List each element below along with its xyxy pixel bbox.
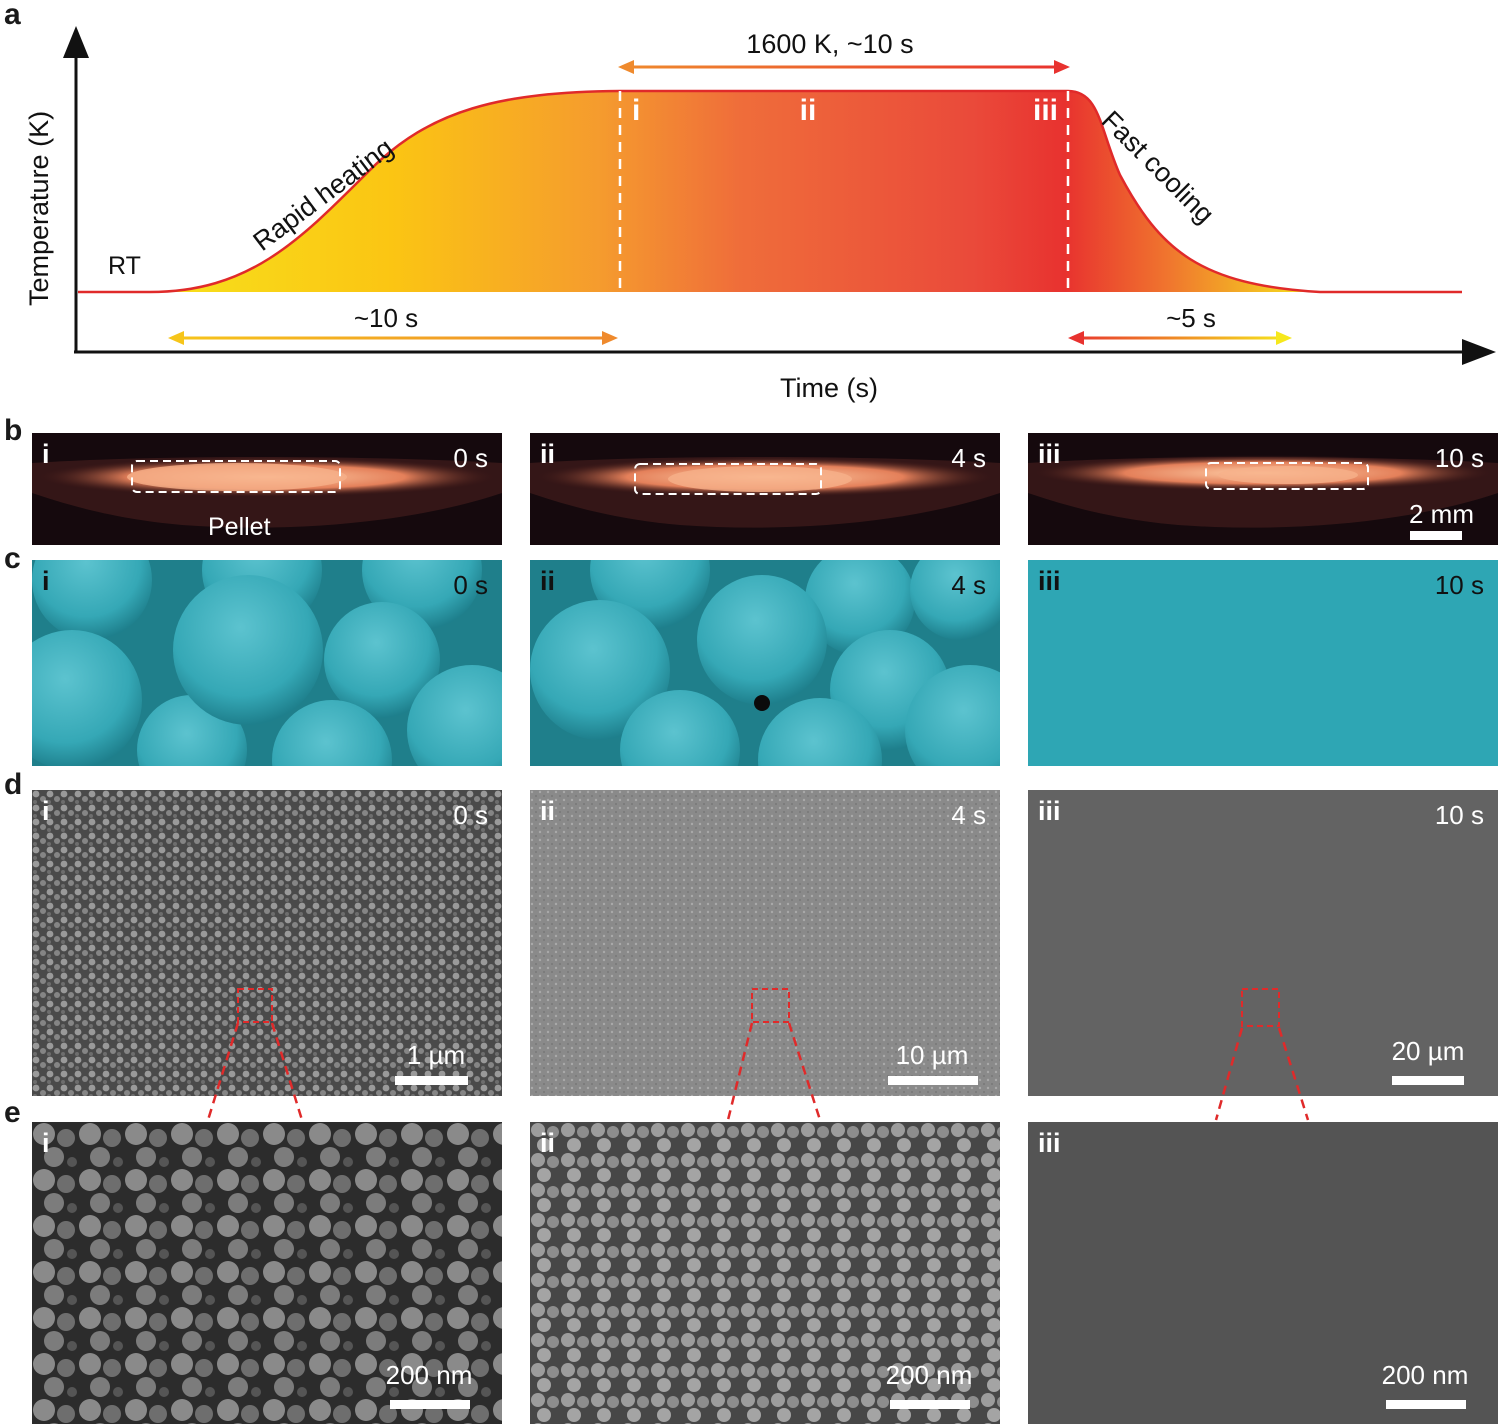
- x-axis-label: Time (s): [780, 373, 878, 403]
- pellet-ii-roman: ii: [540, 439, 556, 469]
- sem-i-time: 0 s: [453, 800, 488, 830]
- plateau-label: 1600 K, ~10 s: [746, 29, 913, 59]
- sem-ii-time: 4 s: [951, 800, 986, 830]
- pellet-image-iii: iii 10 s 2 mm: [1028, 433, 1498, 545]
- sem-i-scale-label: 1 µm: [406, 1040, 466, 1070]
- schematic-iii-roman: iii: [1038, 566, 1061, 596]
- schematic-i-roman: i: [42, 566, 50, 596]
- schematic-ii-time: 4 s: [951, 570, 986, 600]
- zoom-sem-image-ii: ii 200 nm: [530, 1122, 1000, 1424]
- pellet-i-time: 0 s: [453, 443, 488, 473]
- sem-image-ii: ii 4 s 10 µm: [530, 790, 1000, 1096]
- zoom-sem-ii-roman: ii: [540, 1128, 556, 1158]
- pellet-image-ii: ii 4 s: [530, 433, 1000, 545]
- particle-schematic-ii: ii 4 s: [530, 560, 1000, 766]
- sem-iii-scale-label: 20 µm: [1391, 1036, 1465, 1066]
- pellet-i-roman: i: [42, 439, 50, 469]
- zoom-sem-iii-roman: iii: [1038, 1128, 1061, 1158]
- panel-letter-d: d: [4, 768, 23, 801]
- sem-ii-scale-label: 10 µm: [895, 1040, 969, 1070]
- pellet-ii-time: 4 s: [951, 443, 986, 473]
- panel-letter-c: c: [4, 542, 21, 575]
- sem-ii-roman: ii: [540, 796, 556, 826]
- temperature-area: [150, 91, 1320, 292]
- zoom-sem-i-roman: i: [42, 1128, 50, 1158]
- panel-letter-a: a: [4, 0, 21, 31]
- y-axis-label: Temperature (K): [24, 111, 54, 306]
- pellet-image-i: i 0 s Pellet: [32, 433, 502, 545]
- zoom-sem-iii-scale-bar: [1386, 1400, 1466, 1409]
- zoom-connectors: [206, 1022, 1310, 1121]
- sem-iii-scale-bar: [1392, 1076, 1464, 1085]
- plateau-duration-arrow: [618, 60, 1070, 74]
- sem-image-iii: iii 10 s 20 µm: [1028, 790, 1498, 1096]
- sem-image-i: i 0 s 1 µm: [32, 790, 502, 1096]
- zoom-sem-ii-scale-bar: [890, 1400, 970, 1409]
- x-axis-arrowhead: [1462, 339, 1496, 365]
- stage-iii-label: iii: [1033, 94, 1058, 127]
- zoom-sem-i-scale-label: 200 nm: [385, 1360, 473, 1390]
- zoom-sem-iii-scale-label: 200 nm: [1381, 1360, 1469, 1390]
- pellet-scale-bar: [1410, 531, 1462, 540]
- sem-i-scale-bar: [395, 1076, 468, 1085]
- pellet-iii-time: 10 s: [1434, 443, 1484, 473]
- sem-iii-roman: iii: [1038, 796, 1061, 826]
- cool-duration-arrow: [1068, 331, 1292, 345]
- pellet-label: Pellet: [208, 513, 271, 541]
- heat-duration-label: ~10 s: [354, 303, 418, 333]
- pellet-scale-label: 2 mm: [1409, 499, 1474, 529]
- stage-ii-label: ii: [800, 94, 817, 127]
- pellet-iii-roman: iii: [1038, 439, 1061, 469]
- schematic-iii-time: 10 s: [1434, 570, 1484, 600]
- particle-schematic-iii: iii 10 s: [1028, 560, 1498, 766]
- rt-label: RT: [108, 252, 141, 280]
- sem-i-roman: i: [42, 796, 50, 826]
- panel-letter-b: b: [4, 414, 23, 447]
- sem-iii-time: 10 s: [1434, 800, 1484, 830]
- temperature-profile-chart: Temperature (K) Time (s) RT Rapid heatin…: [24, 26, 1496, 403]
- zoom-sem-image-iii: iii 200 nm: [1028, 1122, 1498, 1424]
- zoom-sem-ii-scale-label: 200 nm: [885, 1360, 973, 1390]
- temperature-curve: [78, 89, 1462, 294]
- y-axis-arrowhead: [63, 26, 89, 58]
- schematic-ii-roman: ii: [540, 566, 556, 596]
- zoom-sem-image-i: i 200 nm: [32, 1122, 502, 1424]
- heat-duration-arrow: [168, 331, 618, 345]
- stage-i-label: i: [632, 94, 640, 127]
- particle-schematic-i: i 0 s: [32, 560, 502, 766]
- cool-duration-label: ~5 s: [1166, 303, 1216, 333]
- panel-letter-e: e: [4, 1096, 21, 1129]
- zoom-sem-i-scale-bar: [390, 1400, 470, 1409]
- schematic-i-time: 0 s: [453, 570, 488, 600]
- sem-ii-scale-bar: [888, 1076, 978, 1085]
